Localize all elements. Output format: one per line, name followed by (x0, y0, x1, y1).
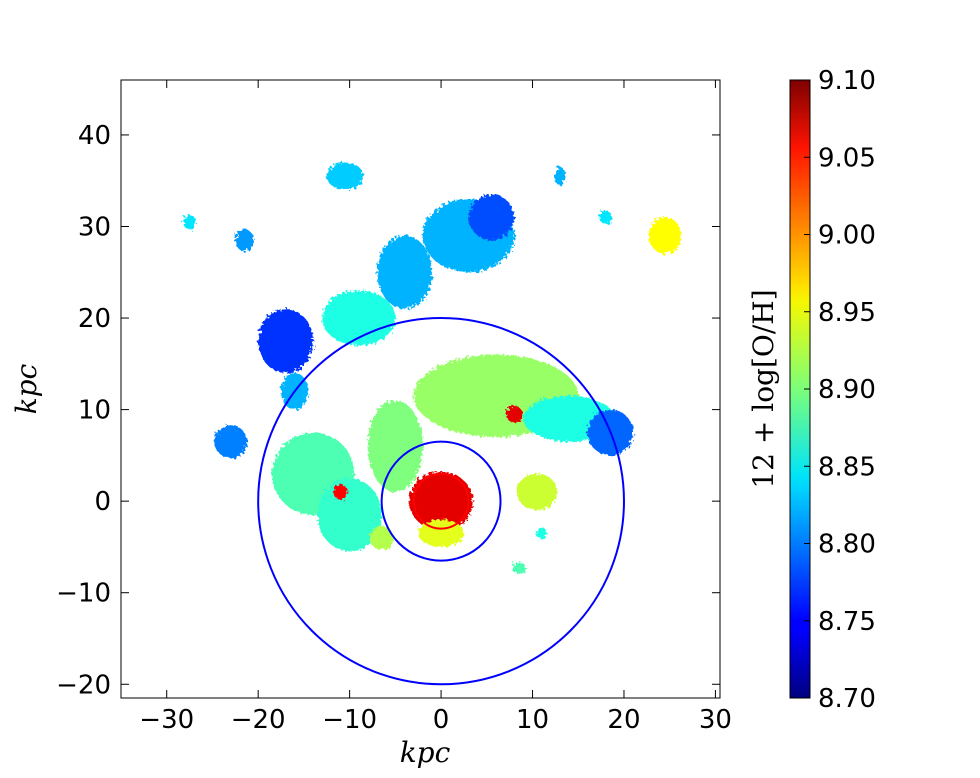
circle-r6.5 (380, 440, 502, 562)
region-satellite-south (511, 562, 527, 574)
y-tick-label: 10 (78, 396, 111, 426)
y-tick-label: 30 (78, 212, 111, 242)
region-satellite-far-west (214, 425, 248, 459)
region-north-center-red (506, 405, 523, 423)
y-axis-label: kpc (10, 363, 43, 414)
y-tick-label: 0 (94, 487, 111, 517)
colorbar-tick-label: 9.10 (818, 66, 876, 96)
plot-frame (120, 79, 721, 699)
x-tick-label: −10 (322, 705, 377, 735)
y-tick-label: −20 (56, 670, 111, 700)
x-tick-label: 10 (516, 705, 549, 735)
colorbar-tick-label: 8.70 (818, 684, 876, 714)
x-axis: −30 −20 −10 0 10 20 30 (139, 80, 732, 735)
colorbar-label: 12 + log[O/H] (747, 289, 780, 488)
region-nucleus-ring (409, 471, 474, 531)
colorbar-tick-label: 8.75 (818, 607, 876, 637)
colorbar-tick-label: 8.90 (818, 375, 876, 405)
y-tick-label: 20 (78, 304, 111, 334)
x-axis-label: kpc (400, 736, 451, 769)
region-west-lobe-lower (317, 478, 382, 552)
circle-r3 (412, 472, 470, 530)
region-tiny-north (326, 162, 364, 190)
region-satellite-west (235, 229, 254, 252)
region-south-knot (369, 525, 394, 550)
region-satellite-right (599, 210, 613, 224)
colorbar-tick-label: 9.00 (818, 221, 876, 251)
region-mid-north (377, 235, 432, 309)
region-west-arm-upper (322, 290, 396, 346)
region-west-red-spot (333, 484, 348, 500)
region-east-knot (516, 473, 558, 511)
x-tick-label: 0 (433, 705, 450, 735)
circle-r20 (257, 317, 625, 686)
x-tick-label: −20 (231, 705, 286, 735)
colorbar-tick-label: 8.80 (818, 530, 876, 560)
region-east-small (536, 527, 548, 539)
region-satellite-sw (183, 214, 196, 230)
region-satellite-top (554, 166, 566, 186)
x-tick-label: 20 (607, 705, 640, 735)
region-northwest-clump (258, 308, 314, 373)
colorbar-ticks: 8.70 8.75 8.80 8.85 8.90 8.95 9.00 9.05 9.10 (804, 66, 876, 714)
y-tick-label: −10 (56, 579, 111, 609)
x-tick-label: 30 (699, 705, 732, 735)
region-satellite-ne (648, 217, 682, 254)
y-axis: −20 −10 0 10 20 30 40 (56, 121, 720, 700)
radius-circles (257, 317, 625, 686)
colorbar-tick-label: 8.95 (818, 298, 876, 328)
colorbar-tick-label: 9.05 (818, 143, 876, 173)
x-tick-label: −30 (139, 705, 194, 735)
y-tick-label: 40 (78, 121, 111, 151)
region-central-west (367, 400, 423, 492)
region-northeast-blob (468, 194, 515, 241)
colorbar-tick-label: 8.85 (818, 452, 876, 482)
